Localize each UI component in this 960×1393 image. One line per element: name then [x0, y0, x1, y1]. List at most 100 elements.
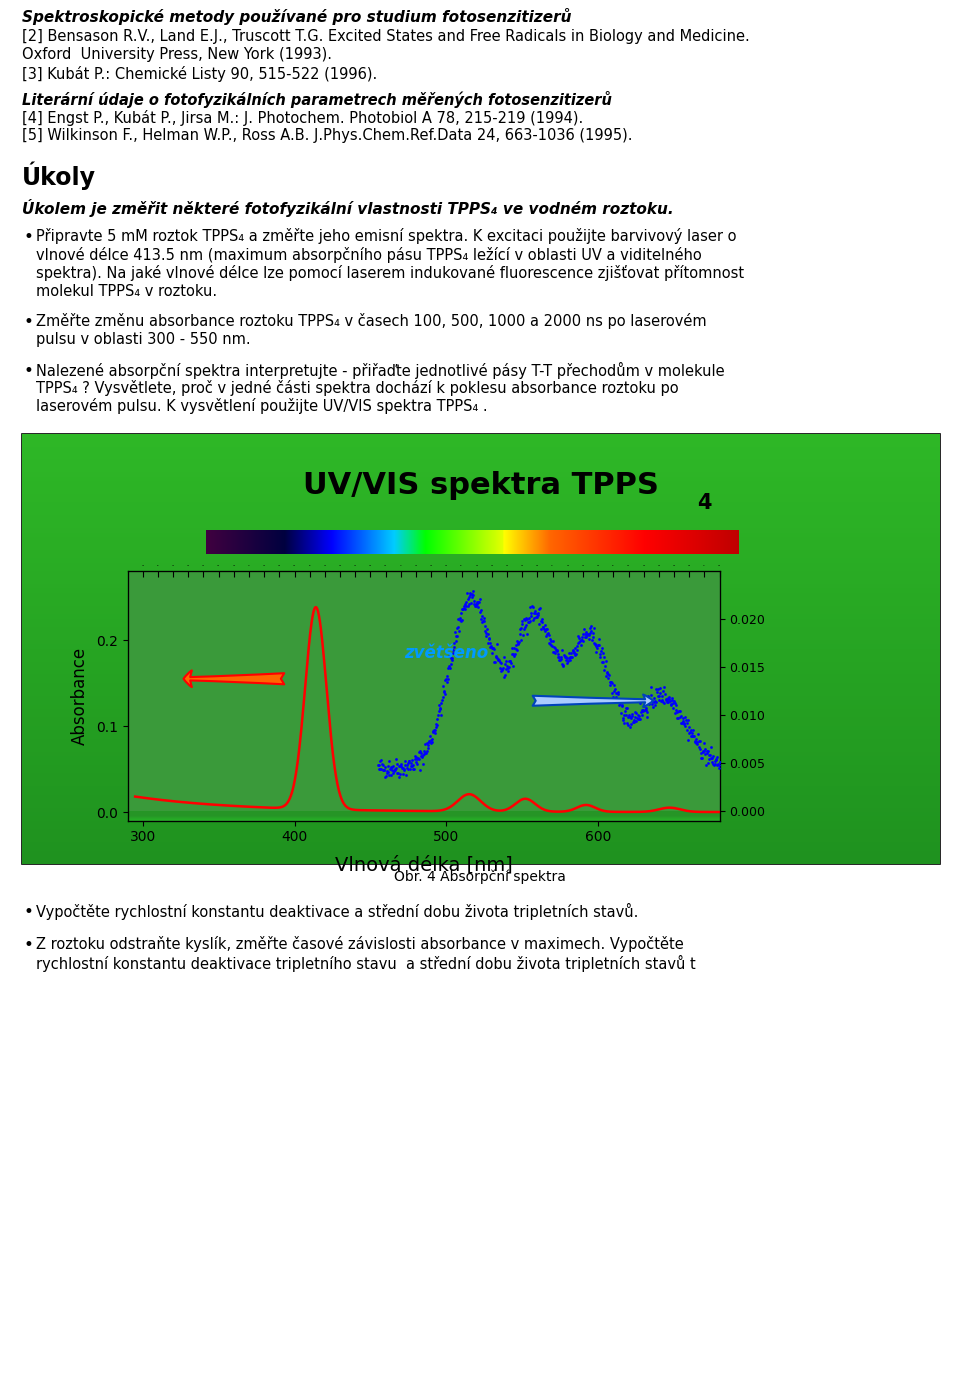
Text: TPPS₄ ? Vysvětlete, proč v jedné části spektra dochází k poklesu absorbance rozt: TPPS₄ ? Vysvětlete, proč v jedné části s…: [36, 380, 679, 396]
Bar: [22, 717, 940, 722]
Bar: [22, 683, 940, 687]
Bar: [22, 804, 940, 808]
Bar: [22, 536, 940, 540]
Text: [2] Bensason R.V., Land E.J., Truscott T.G. Excited States and Free Radicals in : [2] Bensason R.V., Land E.J., Truscott T…: [22, 28, 750, 43]
Bar: [128, 815, 720, 819]
Bar: [22, 550, 940, 554]
Bar: [22, 653, 940, 657]
Bar: [22, 464, 940, 468]
Bar: [128, 815, 720, 819]
Bar: [22, 786, 940, 791]
Bar: [22, 623, 940, 627]
Bar: [22, 645, 940, 649]
X-axis label: Vlnová délka [nm]: Vlnová délka [nm]: [335, 855, 513, 875]
Bar: [128, 814, 720, 819]
Bar: [22, 567, 940, 571]
Bar: [22, 437, 940, 442]
Bar: [128, 811, 720, 816]
Bar: [22, 855, 940, 859]
Bar: [22, 730, 940, 734]
Bar: [22, 442, 940, 447]
Bar: [22, 761, 940, 765]
Text: 4: 4: [697, 493, 711, 513]
Bar: [128, 815, 720, 820]
Bar: [22, 571, 940, 575]
Text: Připravte 5 mM roztok TPPS₄ a změřte jeho emisní spektra. K excitaci použijte ba: Připravte 5 mM roztok TPPS₄ a změřte jeh…: [36, 228, 736, 244]
Bar: [22, 734, 940, 738]
Bar: [22, 674, 940, 678]
Bar: [128, 815, 720, 819]
Bar: [128, 814, 720, 818]
Bar: [22, 520, 940, 524]
Bar: [128, 812, 720, 818]
Bar: [22, 713, 940, 717]
Text: Nalezené absorpční spektra interpretujte - přiřaďte jednotlivé pásy T-T přechodů: Nalezené absorpční spektra interpretujte…: [36, 362, 725, 379]
Bar: [22, 602, 940, 606]
Text: pulsu v oblasti 300 - 550 nm.: pulsu v oblasti 300 - 550 nm.: [36, 332, 251, 347]
Bar: [22, 705, 940, 709]
Text: Literární údaje o fotofyzikálních parametrech měřených fotosenzitizerů: Literární údaje o fotofyzikálních parame…: [22, 92, 612, 109]
Bar: [22, 472, 940, 476]
Text: Obr. 4 Absorpční spektra: Obr. 4 Absorpční spektra: [394, 869, 566, 885]
Bar: [22, 485, 940, 489]
Text: •: •: [24, 228, 34, 247]
Bar: [22, 559, 940, 563]
Bar: [22, 777, 940, 781]
Bar: [22, 546, 940, 550]
Bar: [22, 692, 940, 696]
Bar: [22, 511, 940, 515]
Bar: [22, 460, 940, 464]
Bar: [22, 825, 940, 829]
Y-axis label: Absorbance: Absorbance: [71, 646, 89, 745]
Bar: [22, 816, 940, 820]
Bar: [22, 837, 940, 843]
Bar: [22, 528, 940, 532]
Bar: [128, 812, 720, 818]
Text: •: •: [24, 936, 34, 954]
Text: Spektroskopické metody používané pro studium fotosenzitizerů: Spektroskopické metody používané pro stu…: [22, 8, 571, 25]
Bar: [22, 481, 940, 485]
Bar: [22, 696, 940, 701]
Bar: [22, 606, 940, 610]
Bar: [22, 812, 940, 816]
Bar: [128, 815, 720, 819]
Bar: [128, 812, 720, 818]
Text: [3] Kubát P.: Chemické Listy 90, 515-522 (1996).: [3] Kubát P.: Chemické Listy 90, 515-522…: [22, 65, 377, 82]
Bar: [128, 815, 720, 819]
Bar: [22, 791, 940, 795]
Bar: [128, 815, 720, 820]
Bar: [22, 808, 940, 812]
Bar: [22, 752, 940, 756]
Bar: [22, 489, 940, 495]
Bar: [22, 722, 940, 726]
Bar: [22, 756, 940, 761]
Bar: [128, 812, 720, 816]
Bar: [22, 610, 940, 614]
Bar: [128, 816, 720, 820]
Bar: [22, 476, 940, 481]
Bar: [22, 833, 940, 837]
Bar: [22, 499, 940, 503]
Bar: [128, 812, 720, 818]
Bar: [128, 814, 720, 819]
Bar: [22, 447, 940, 451]
Bar: [128, 815, 720, 819]
Bar: [22, 593, 940, 598]
Bar: [22, 495, 940, 499]
Bar: [22, 507, 940, 511]
Bar: [22, 614, 940, 618]
Bar: [22, 584, 940, 588]
Text: [5] Wilkinson F., Helman W.P., Ross A.B. J.Phys.Chem.Ref.Data 24, 663-1036 (1995: [5] Wilkinson F., Helman W.P., Ross A.B.…: [22, 128, 633, 143]
Text: Změřte změnu absorbance roztoku TPPS₄ v časech 100, 500, 1000 a 2000 ns po laser: Změřte změnu absorbance roztoku TPPS₄ v …: [36, 313, 707, 329]
Bar: [22, 765, 940, 769]
Bar: [22, 795, 940, 800]
Bar: [128, 815, 720, 820]
Bar: [128, 811, 720, 816]
Bar: [22, 847, 940, 851]
Bar: [22, 579, 940, 584]
Bar: [128, 812, 720, 816]
Bar: [128, 815, 720, 820]
Bar: [22, 588, 940, 593]
Bar: [128, 811, 720, 816]
Text: vlnové délce 413.5 nm (maximum absorpčního pásu TPPS₄ ležící v oblasti UV a vidi: vlnové délce 413.5 nm (maximum absorpční…: [36, 247, 702, 263]
